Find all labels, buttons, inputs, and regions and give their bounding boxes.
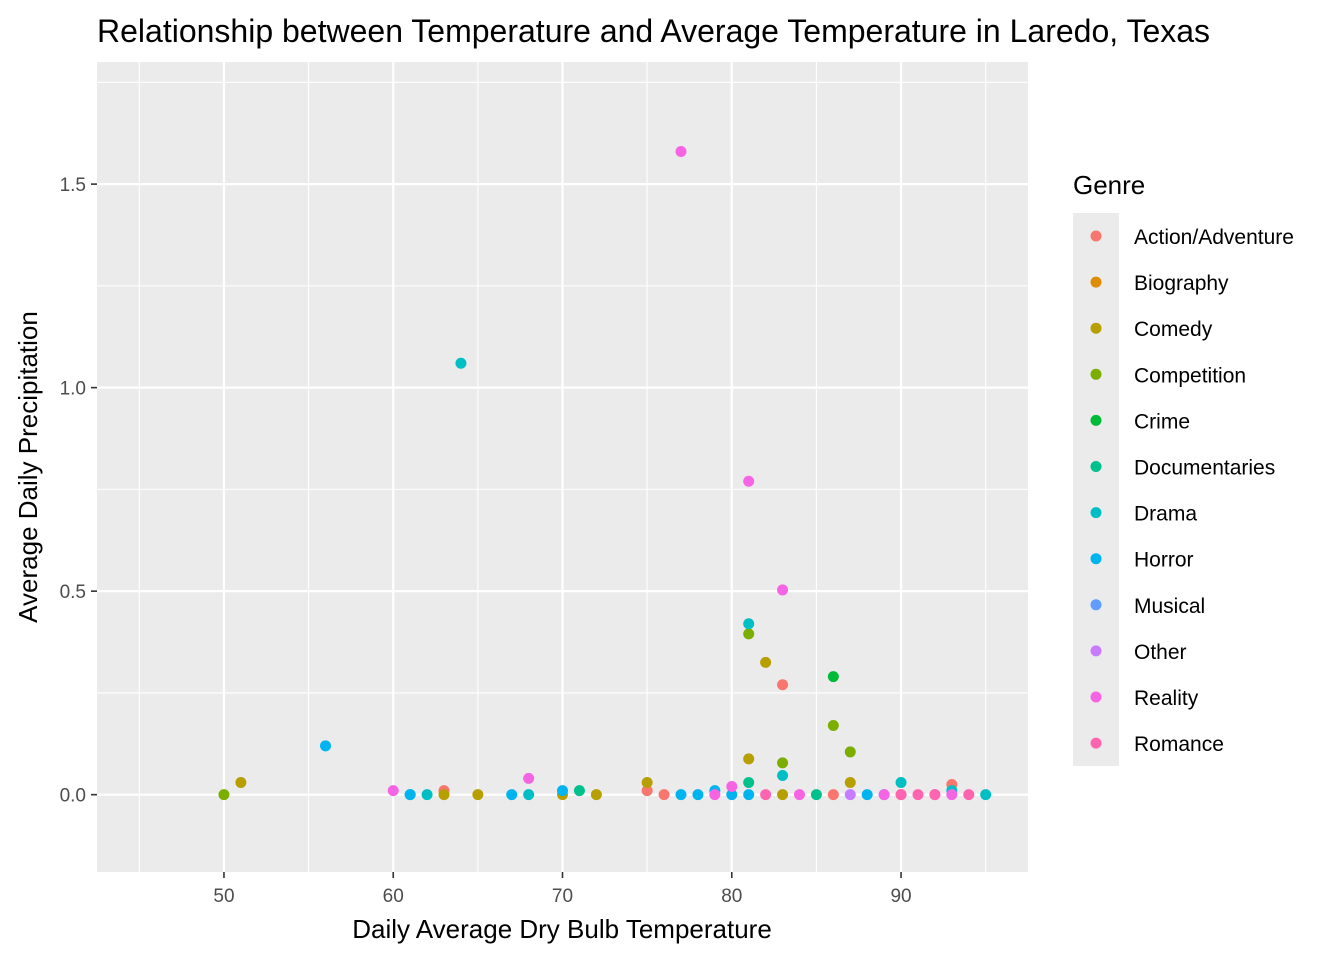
- legend: Genre Action/Adventure Biography Comedy Com…: [1073, 170, 1294, 766]
- y-axis-ticks: 0.0 0.5 1.0 1.5: [60, 175, 97, 807]
- data-point: [675, 789, 687, 801]
- data-point: [692, 789, 704, 801]
- data-point: [861, 789, 873, 801]
- x-tick-label: 80: [721, 886, 742, 907]
- legend-key: [1090, 645, 1102, 657]
- legend-key-background: [1073, 213, 1119, 766]
- data-point: [827, 789, 839, 801]
- x-tick-label: 70: [552, 886, 573, 907]
- data-point: [946, 789, 958, 801]
- data-point: [777, 679, 789, 691]
- data-point: [523, 789, 535, 801]
- legend-key: [1090, 414, 1102, 426]
- legend-key: [1090, 276, 1102, 288]
- data-point: [793, 789, 805, 801]
- data-point: [557, 785, 568, 797]
- data-point: [726, 781, 738, 793]
- legend-key: [1090, 599, 1102, 611]
- data-point: [760, 789, 772, 801]
- data-point: [743, 628, 755, 640]
- data-point: [895, 789, 907, 801]
- data-point: [777, 584, 789, 596]
- legend-key: [1090, 553, 1102, 565]
- data-point: [506, 789, 518, 801]
- y-axis-title: Average Daily Precipitation: [13, 311, 43, 623]
- data-point: [777, 757, 789, 769]
- data-point: [912, 789, 924, 801]
- legend-label: Biography: [1134, 272, 1229, 295]
- legend-label: Drama: [1134, 503, 1197, 526]
- data-point: [878, 789, 890, 801]
- major-gridlines: [97, 62, 1028, 872]
- data-point: [827, 671, 839, 683]
- data-point: [743, 475, 755, 487]
- legend-label: Documentaries: [1134, 457, 1275, 480]
- data-point: [777, 770, 789, 782]
- data-points: [218, 146, 992, 801]
- data-point: [421, 789, 433, 801]
- data-point: [963, 789, 975, 801]
- data-point: [387, 785, 399, 797]
- legend-label: Crime: [1134, 410, 1190, 433]
- legend-label: Musical: [1134, 595, 1205, 618]
- data-point: [641, 776, 653, 788]
- y-tick-label: 1.5: [60, 175, 86, 196]
- data-point: [743, 776, 755, 788]
- data-point: [980, 789, 992, 801]
- data-point: [658, 789, 670, 801]
- data-point: [218, 789, 230, 801]
- legend-label: Competition: [1134, 364, 1246, 387]
- data-point: [777, 789, 789, 801]
- data-point: [827, 719, 839, 731]
- data-point: [743, 789, 755, 801]
- x-tick-label: 90: [890, 886, 911, 907]
- data-point: [472, 789, 484, 801]
- data-point: [455, 357, 467, 369]
- legend-label: Comedy: [1134, 318, 1213, 341]
- legend-key: [1090, 507, 1102, 519]
- data-point: [438, 789, 450, 801]
- data-point: [709, 789, 721, 801]
- x-tick-label: 50: [213, 886, 234, 907]
- data-point: [523, 772, 535, 784]
- legend-key: [1090, 461, 1102, 472]
- data-point: [844, 789, 856, 801]
- y-tick-label: 0.5: [60, 582, 86, 603]
- legend-label: Reality: [1134, 687, 1199, 710]
- data-point: [810, 789, 822, 801]
- legend-key: [1090, 230, 1102, 242]
- data-point: [743, 618, 755, 630]
- x-axis-ticks: 50 60 70 80 90: [213, 872, 912, 907]
- legend-label: Horror: [1134, 549, 1194, 572]
- legend-key: [1090, 368, 1102, 380]
- data-point: [726, 789, 738, 801]
- data-point: [235, 776, 247, 788]
- legend-label: Romance: [1134, 733, 1224, 756]
- y-tick-label: 0.0: [60, 786, 86, 807]
- chart-title: Relationship between Temperature and Ave…: [97, 13, 1210, 49]
- x-tick-label: 60: [383, 886, 404, 907]
- data-point: [641, 785, 653, 797]
- data-point: [760, 656, 772, 668]
- legend-label: Other: [1134, 641, 1187, 664]
- data-point: [590, 789, 602, 801]
- data-point: [743, 753, 755, 765]
- data-point: [844, 776, 856, 788]
- legend-title: Genre: [1073, 170, 1145, 200]
- data-point: [895, 776, 907, 788]
- data-point: [844, 746, 856, 758]
- data-point: [573, 785, 585, 797]
- data-point: [404, 789, 416, 801]
- x-axis-title: Daily Average Dry Bulb Temperature: [352, 914, 772, 944]
- y-tick-label: 1.0: [60, 379, 86, 400]
- data-point: [675, 146, 687, 158]
- data-point: [320, 740, 332, 752]
- legend-key: [1090, 691, 1102, 703]
- data-point: [929, 789, 941, 801]
- legend-key: [1090, 737, 1102, 749]
- legend-label: Action/Adventure: [1134, 226, 1294, 249]
- legend-key: [1090, 322, 1102, 334]
